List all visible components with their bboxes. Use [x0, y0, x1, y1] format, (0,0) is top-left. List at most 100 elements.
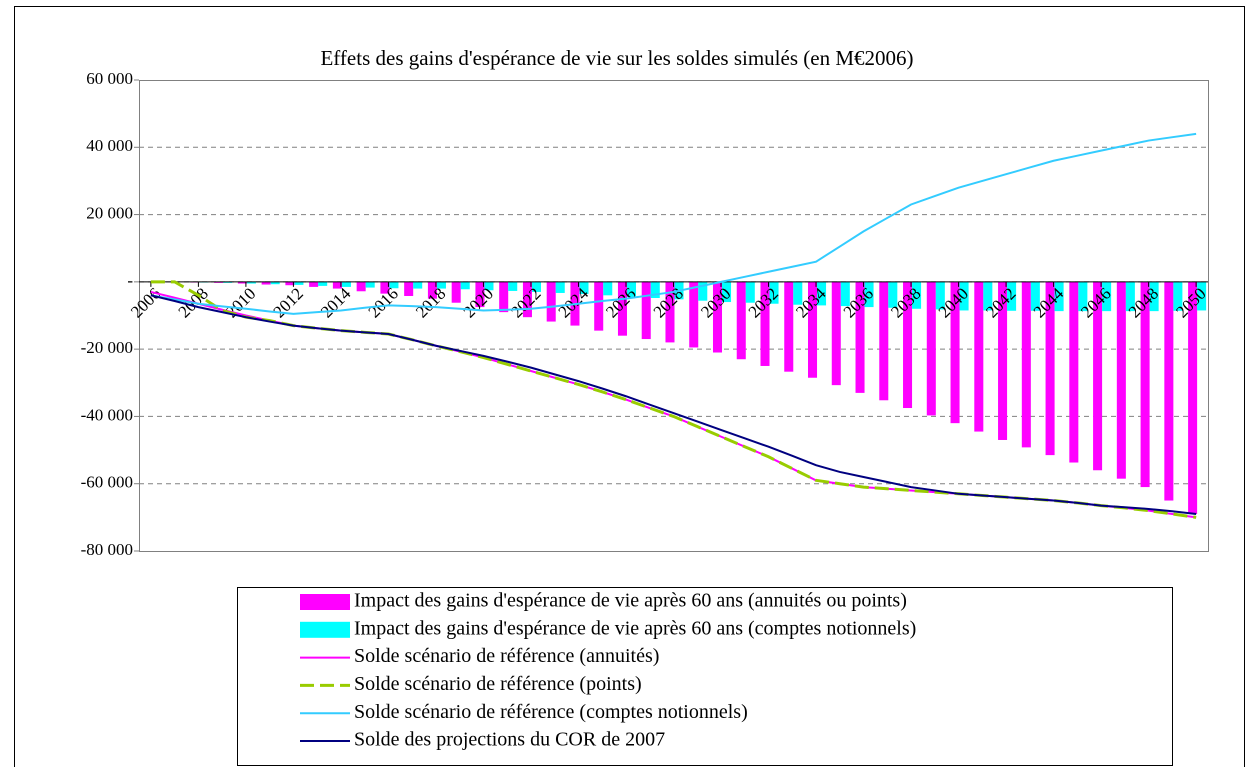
bar [641, 281, 651, 340]
bar [983, 281, 993, 311]
bar [356, 281, 366, 292]
bar [736, 281, 746, 360]
bar [1030, 281, 1040, 311]
bar [341, 281, 351, 287]
bar [617, 281, 627, 336]
bar [665, 281, 675, 343]
bar [950, 281, 960, 424]
bar [294, 281, 304, 285]
bar [389, 281, 399, 289]
bar [1007, 281, 1017, 311]
bar [760, 281, 770, 366]
legend-label: Impact des gains d'espérance de vie aprè… [354, 590, 907, 612]
bar [1021, 281, 1031, 448]
y-tick-label: -60 000 [81, 473, 133, 492]
bar [404, 281, 414, 296]
y-tick-label: 60 000 [86, 69, 133, 88]
bar [650, 281, 660, 299]
bar [888, 281, 898, 308]
bar [484, 281, 494, 291]
bar [309, 281, 319, 287]
bar [712, 281, 723, 353]
bar [318, 281, 328, 286]
legend-label: Solde scénario de référence (comptes not… [354, 701, 748, 723]
y-tick-label: -80 000 [81, 540, 133, 559]
bar [579, 281, 589, 294]
bar [722, 281, 732, 303]
y-tick-label: 40 000 [86, 136, 133, 155]
bar [879, 281, 889, 401]
bar [698, 281, 708, 301]
bar [499, 281, 509, 313]
bar [451, 281, 461, 303]
bar [1045, 281, 1055, 456]
bar [912, 281, 922, 309]
bar [784, 281, 794, 372]
bar [926, 281, 936, 416]
bar [1173, 281, 1183, 311]
bar [531, 281, 541, 292]
bar [1149, 281, 1159, 312]
bar [864, 281, 874, 308]
bar [903, 281, 913, 409]
bar [1197, 281, 1207, 311]
legend-label: Solde scénario de référence (annuités) [354, 645, 659, 667]
y-tick-label: - [127, 271, 133, 290]
bar [223, 281, 233, 283]
bar [840, 281, 850, 307]
line [150, 132, 1197, 315]
bar [1069, 281, 1079, 463]
bar [745, 281, 755, 303]
bar [793, 281, 803, 305]
x-tick-label: 2016 [365, 284, 402, 321]
x-tick-label: 2014 [317, 284, 355, 322]
bar [594, 281, 604, 331]
plot-area [139, 80, 1209, 552]
legend-swatch [300, 594, 350, 610]
bar [998, 281, 1008, 440]
legend-swatch [300, 621, 350, 638]
bar [427, 281, 437, 299]
bar [855, 281, 865, 393]
legend-label: Solde des projections du COR de 2007 [354, 729, 665, 751]
bar [436, 281, 446, 289]
bar [460, 281, 470, 290]
bar [508, 281, 518, 291]
bar [1140, 281, 1150, 488]
bar [546, 281, 556, 322]
bar [237, 281, 247, 284]
bar [475, 281, 485, 308]
bar [1125, 281, 1135, 312]
bar [808, 281, 818, 378]
bar [246, 281, 256, 284]
chart-title: Effets des gains d'espérance de vie sur … [320, 46, 913, 70]
bar [380, 281, 390, 294]
bar [413, 281, 423, 289]
bar [626, 281, 637, 297]
bar [831, 281, 841, 386]
x-tick-label: 2012 [270, 284, 307, 321]
bar [935, 281, 945, 310]
bar [817, 281, 827, 306]
bar [1164, 281, 1174, 501]
y-tick-label: -40 000 [81, 405, 133, 424]
bar [1093, 281, 1103, 471]
x-tick-label: 2018 [412, 284, 449, 321]
bar [1054, 281, 1064, 312]
bar [689, 281, 699, 348]
frame [14, 6, 1245, 767]
legend-box [237, 587, 1173, 766]
bar [1188, 281, 1198, 514]
bar [974, 281, 984, 432]
bar [270, 281, 280, 285]
bar [555, 281, 565, 293]
bar [1078, 281, 1088, 312]
bar [769, 281, 779, 304]
bar [522, 281, 532, 318]
y-tick-label: -20 000 [81, 338, 133, 357]
bar [603, 281, 613, 296]
bar [1102, 281, 1112, 312]
bar [365, 281, 375, 288]
bar [959, 281, 969, 311]
